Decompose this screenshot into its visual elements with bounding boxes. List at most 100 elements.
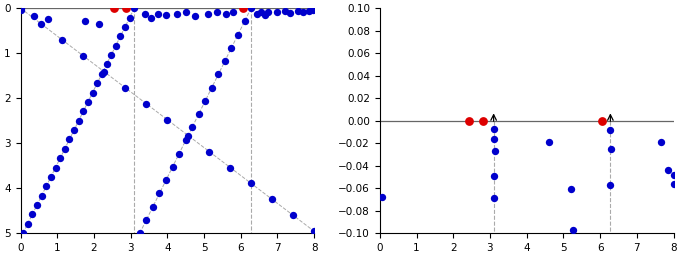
Point	[59, 147, 70, 151]
Point	[64, 137, 75, 141]
Point	[204, 150, 215, 154]
Point	[110, 44, 121, 48]
Point	[41, 184, 52, 188]
Point	[272, 10, 283, 14]
Point	[162, 118, 173, 122]
Point	[161, 178, 172, 182]
Point	[134, 231, 145, 235]
Point	[46, 175, 57, 179]
Point	[232, 33, 243, 37]
Point	[18, 231, 29, 235]
Point	[259, 13, 270, 17]
Point	[180, 139, 191, 143]
Point	[97, 72, 108, 76]
Point	[246, 181, 257, 186]
Point	[36, 194, 47, 198]
Point	[489, 136, 500, 141]
Point	[183, 134, 194, 138]
Point	[655, 140, 666, 144]
Point	[668, 172, 679, 177]
Point	[54, 156, 65, 160]
Point	[212, 10, 223, 14]
Point	[308, 229, 319, 233]
Point	[145, 16, 156, 20]
Point	[206, 86, 217, 90]
Point	[115, 34, 126, 38]
Point	[50, 166, 61, 170]
Point	[78, 54, 89, 58]
Point	[120, 86, 131, 90]
Point	[221, 12, 232, 16]
Point	[463, 118, 474, 123]
Point	[663, 168, 674, 172]
Point	[213, 72, 224, 76]
Point	[15, 6, 26, 10]
Point	[252, 12, 263, 16]
Point	[78, 109, 89, 113]
Point	[543, 140, 554, 144]
Point	[87, 90, 98, 95]
Point	[174, 152, 185, 156]
Point	[376, 195, 387, 199]
Point	[605, 147, 616, 151]
Point	[29, 14, 40, 18]
Point	[187, 125, 197, 129]
Point	[141, 218, 152, 222]
Point	[79, 19, 90, 23]
Point	[246, 6, 257, 10]
Point	[180, 10, 191, 14]
Point	[36, 22, 47, 26]
Point	[99, 70, 110, 74]
Point	[167, 165, 178, 169]
Point	[69, 128, 80, 132]
Point	[488, 196, 499, 200]
Point	[94, 22, 105, 26]
Point	[124, 15, 135, 20]
Point	[121, 6, 131, 10]
Point	[597, 118, 607, 123]
Point	[288, 213, 299, 217]
Point	[120, 25, 131, 29]
Point	[228, 10, 239, 14]
Point	[668, 181, 679, 186]
Point	[57, 38, 68, 42]
Point	[101, 62, 112, 67]
Point	[488, 126, 499, 131]
Point	[43, 17, 54, 22]
Point	[605, 127, 616, 132]
Point	[202, 12, 213, 16]
Point	[239, 19, 250, 23]
Point	[27, 212, 37, 216]
Point	[308, 8, 319, 12]
Point	[303, 9, 314, 13]
Point	[565, 187, 576, 191]
Point	[490, 149, 501, 153]
Point	[226, 46, 237, 50]
Point	[160, 13, 171, 17]
Point	[292, 9, 303, 13]
Point	[109, 6, 120, 10]
Point	[567, 228, 578, 232]
Point	[285, 11, 296, 15]
Point	[478, 118, 489, 123]
Point	[31, 203, 42, 207]
Point	[16, 8, 27, 12]
Point	[200, 99, 210, 103]
Point	[106, 53, 116, 57]
Point	[74, 118, 84, 123]
Point	[298, 10, 308, 14]
Point	[129, 6, 140, 10]
Point	[267, 197, 278, 201]
Point	[189, 14, 200, 18]
Point	[255, 10, 266, 14]
Point	[279, 9, 290, 13]
Point	[193, 112, 204, 116]
Point	[605, 183, 616, 187]
Point	[153, 12, 163, 16]
Point	[219, 59, 230, 63]
Point	[141, 102, 152, 106]
Point	[171, 12, 182, 16]
Point	[92, 81, 103, 85]
Point	[140, 12, 151, 16]
Point	[22, 222, 33, 226]
